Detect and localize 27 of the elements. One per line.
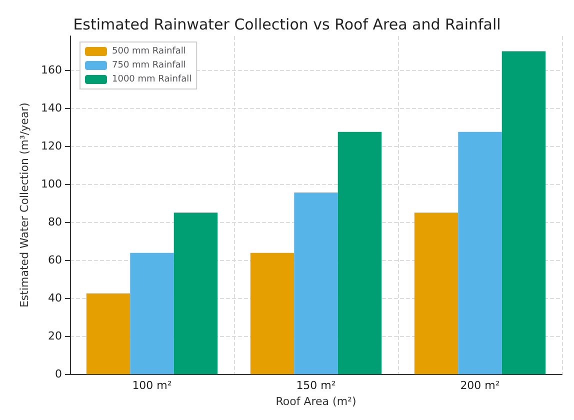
y-tick-label: 20 (48, 330, 62, 343)
x-tick-label: 100 m² (132, 379, 172, 392)
bar (130, 252, 174, 374)
bar (458, 132, 502, 374)
y-axis-title: Estimated Water Collection (m³/year) (18, 102, 32, 308)
legend-label: 500 mm Rainfall (112, 46, 186, 56)
bar (414, 212, 458, 374)
x-axis-title: Roof Area (m²) (276, 395, 356, 408)
y-tick-label: 120 (41, 140, 62, 153)
chart-title: Estimated Rainwater Collection vs Roof Area and Rainfall (73, 16, 501, 34)
legend-label: 1000 mm Rainfall (112, 74, 192, 84)
bar (294, 192, 338, 374)
bar (250, 252, 294, 374)
bar (338, 132, 382, 374)
bar (174, 212, 218, 374)
y-tick-label: 60 (48, 254, 62, 267)
y-tick-label: 0 (55, 368, 62, 381)
bar (502, 51, 546, 374)
y-tick-label: 40 (48, 292, 62, 305)
y-tick-label: 160 (41, 64, 62, 77)
y-tick-label: 140 (41, 102, 62, 115)
x-tick-label: 150 m² (296, 379, 336, 392)
bar (86, 293, 130, 374)
legend-label: 750 mm Rainfall (112, 60, 186, 70)
y-tick-label: 80 (48, 216, 62, 229)
y-tick-label: 100 (41, 178, 62, 191)
x-tick-label: 200 m² (460, 379, 500, 392)
